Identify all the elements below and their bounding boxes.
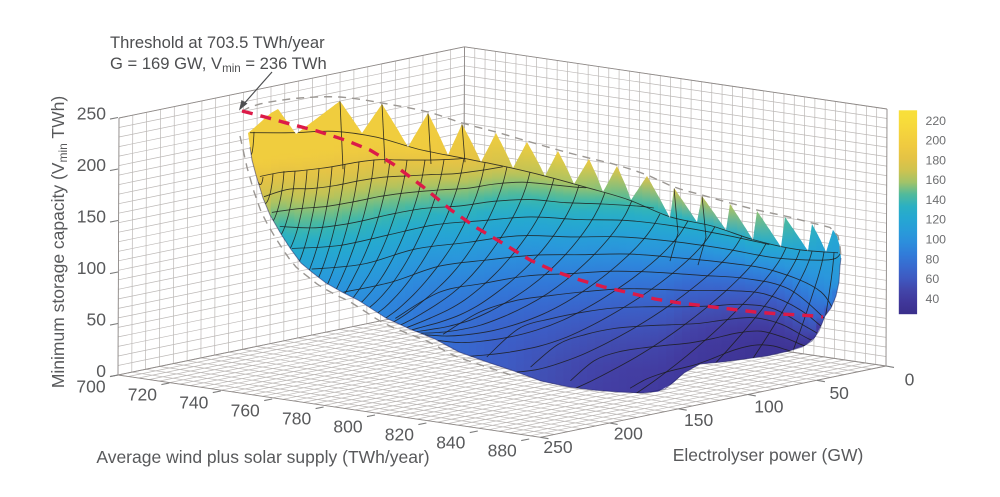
svg-text:100: 100	[926, 233, 947, 247]
svg-text:760: 760	[231, 401, 260, 421]
svg-text:200: 200	[926, 134, 947, 148]
svg-text:Minimum storage capacity (Vmin: Minimum storage capacity (Vmin TWh)	[48, 96, 70, 388]
svg-text:0: 0	[96, 361, 106, 381]
svg-text:150: 150	[77, 206, 106, 226]
svg-text:200: 200	[614, 423, 643, 443]
svg-text:720: 720	[128, 385, 157, 405]
svg-text:250: 250	[77, 103, 106, 123]
svg-text:820: 820	[385, 425, 414, 445]
svg-text:120: 120	[926, 213, 947, 227]
svg-text:840: 840	[436, 433, 465, 453]
svg-text:50: 50	[829, 383, 849, 403]
svg-text:Threshold at 703.5 TWh/year: Threshold at 703.5 TWh/year	[110, 33, 325, 52]
svg-text:150: 150	[684, 410, 713, 430]
svg-text:Average wind plus solar supply: Average wind plus solar supply (TWh/year…	[96, 447, 429, 467]
svg-text:0: 0	[905, 370, 915, 390]
svg-text:60: 60	[926, 272, 940, 286]
svg-text:100: 100	[77, 258, 106, 278]
svg-text:740: 740	[179, 393, 208, 413]
svg-text:250: 250	[543, 437, 572, 457]
svg-text:180: 180	[926, 153, 947, 167]
svg-text:G = 169 GW, Vmin = 236 TWh: G = 169 GW, Vmin = 236 TWh	[110, 54, 327, 75]
svg-text:80: 80	[926, 252, 940, 266]
svg-text:700: 700	[76, 377, 105, 397]
svg-text:140: 140	[926, 193, 947, 207]
svg-text:220: 220	[926, 114, 947, 128]
svg-text:200: 200	[77, 155, 106, 175]
svg-text:800: 800	[333, 417, 362, 437]
svg-text:160: 160	[926, 173, 947, 187]
svg-text:40: 40	[926, 292, 940, 306]
svg-text:Electrolyser power (GW): Electrolyser power (GW)	[673, 445, 864, 465]
svg-text:100: 100	[754, 396, 783, 416]
svg-text:50: 50	[87, 309, 107, 329]
svg-text:880: 880	[488, 441, 517, 461]
svg-text:780: 780	[282, 409, 311, 429]
